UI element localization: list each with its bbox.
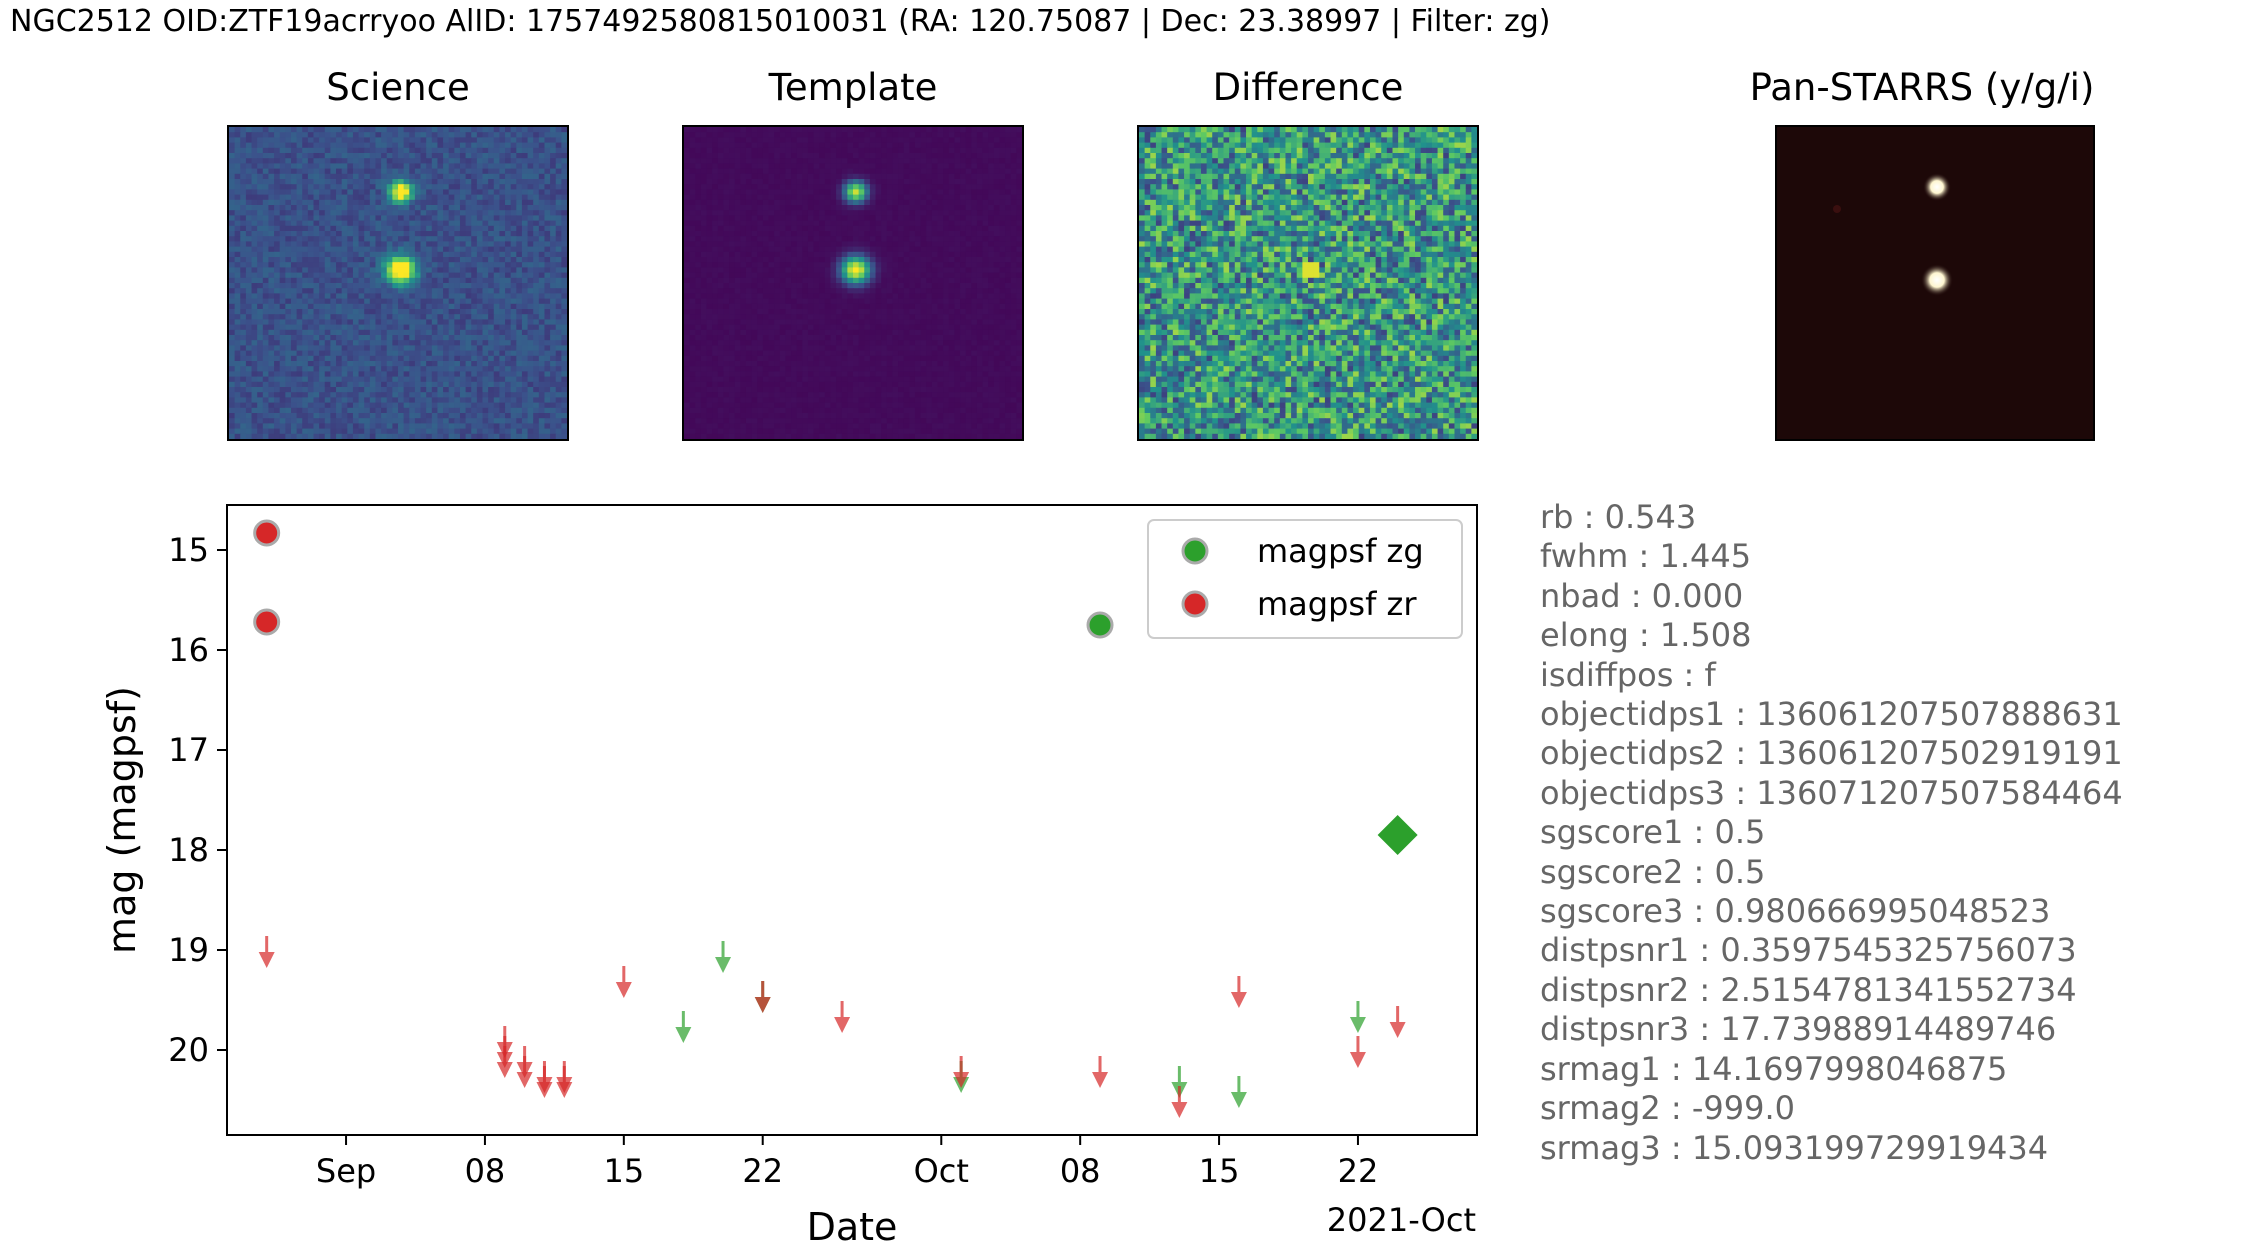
x-tick-label: 08 <box>465 1152 506 1190</box>
plot-frame <box>226 504 1478 1136</box>
upper-limit-zg <box>715 941 732 973</box>
y-tick-label: 20 <box>168 1031 209 1069</box>
upper-limit-zr <box>754 981 771 1013</box>
upper-limit-zr <box>615 966 632 998</box>
y-tick-label: 19 <box>168 931 209 969</box>
current-alert-marker <box>1377 815 1418 855</box>
stat-line: srmag3 : 15.093199729919434 <box>1540 1128 2049 1167</box>
x-tick-label: 15 <box>603 1152 644 1190</box>
stat-line: distpsnr1 : 0.3597545325756073 <box>1540 931 2077 970</box>
upper-limit-zg <box>1230 1076 1247 1108</box>
upper-limit-zr <box>1389 1006 1406 1038</box>
stat-line: sgscore3 : 0.980666995048523 <box>1540 892 2051 931</box>
upper-limit-zr <box>1349 1036 1366 1068</box>
upper-limit-zr <box>1171 1086 1188 1118</box>
x-axis-offset-label: 2021-Oct <box>1327 1201 1476 1239</box>
upper-limit-zr <box>834 1001 851 1033</box>
stat-line: fwhm : 1.445 <box>1540 537 1752 576</box>
stat-line: objectidps3 : 136071207507584464 <box>1540 773 2123 812</box>
stat-line: srmag2 : -999.0 <box>1540 1089 1795 1128</box>
y-tick-label: 18 <box>168 831 209 869</box>
stat-line: nbad : 0.000 <box>1540 576 1744 615</box>
detection-point-zr <box>253 608 281 636</box>
x-axis-label: Date <box>807 1205 898 1249</box>
page-title: NGC2512 OID:ZTF19acrryoo AlID: 175749258… <box>10 4 1551 39</box>
y-tick-label: 17 <box>168 731 209 769</box>
upper-limit-zr <box>516 1056 533 1088</box>
upper-limit-zg <box>675 1011 692 1043</box>
stat-line: srmag1 : 14.1697998046875 <box>1540 1049 2008 1088</box>
stat-line: distpsnr2 : 2.5154781341552734 <box>1540 970 2077 1009</box>
x-tick-label: 22 <box>742 1152 783 1190</box>
difference-stamp-image <box>1137 125 1479 441</box>
stat-line: objectidps2 : 136061207502919191 <box>1540 734 2123 773</box>
legend-marker <box>1181 537 1209 565</box>
science-stamp-image <box>227 125 569 441</box>
upper-limit-zr <box>953 1056 970 1088</box>
stamp-title-science: Science <box>326 66 470 109</box>
y-axis-label: mag (magpsf) <box>100 686 144 954</box>
upper-limit-zr <box>258 936 275 968</box>
x-tick-label: 22 <box>1338 1152 1379 1190</box>
legend-label: magpsf zr <box>1257 585 1417 623</box>
stat-line: elong : 1.508 <box>1540 616 1752 655</box>
alert-stats-panel: rb : 0.543 fwhm : 1.445 nbad : 0.000 elong … <box>1540 498 2123 1168</box>
legend-box <box>1147 519 1463 639</box>
stat-line: objectidps1 : 136061207507888631 <box>1540 695 2123 734</box>
y-tick-label: 16 <box>168 631 209 669</box>
x-tick-label: Oct <box>914 1152 969 1190</box>
panstarrs-stamp-image <box>1775 125 2095 441</box>
upper-limit-zr <box>536 1066 553 1098</box>
upper-limit-zr <box>1230 976 1247 1008</box>
x-tick-label: Sep <box>316 1152 376 1190</box>
upper-limit-zr <box>1092 1056 1109 1088</box>
y-tick-label: 15 <box>168 531 209 569</box>
x-tick-label: 15 <box>1199 1152 1240 1190</box>
detection-point-zr <box>253 519 281 547</box>
upper-limit-zr <box>496 1046 513 1078</box>
template-stamp-image <box>682 125 1024 441</box>
stat-line: isdiffpos : f <box>1540 655 1716 694</box>
legend-marker <box>1181 590 1209 618</box>
stat-line: sgscore1 : 0.5 <box>1540 813 1766 852</box>
stamp-title-difference: Difference <box>1212 66 1404 109</box>
stamp-title-template: Template <box>768 66 938 109</box>
stat-line: sgscore2 : 0.5 <box>1540 852 1766 891</box>
stat-line: rb : 0.543 <box>1540 498 1697 536</box>
x-tick-label: 08 <box>1060 1152 1101 1190</box>
stat-line: distpsnr3 : 17.73988914489746 <box>1540 1010 2057 1049</box>
upper-limit-zr <box>556 1061 573 1093</box>
detection-point-zg <box>1086 611 1114 639</box>
upper-limit-zg <box>1349 1001 1366 1033</box>
legend-label: magpsf zg <box>1257 532 1424 570</box>
stamp-title-panstarrs: Pan-STARRS (y/g/i) <box>1749 66 2095 109</box>
